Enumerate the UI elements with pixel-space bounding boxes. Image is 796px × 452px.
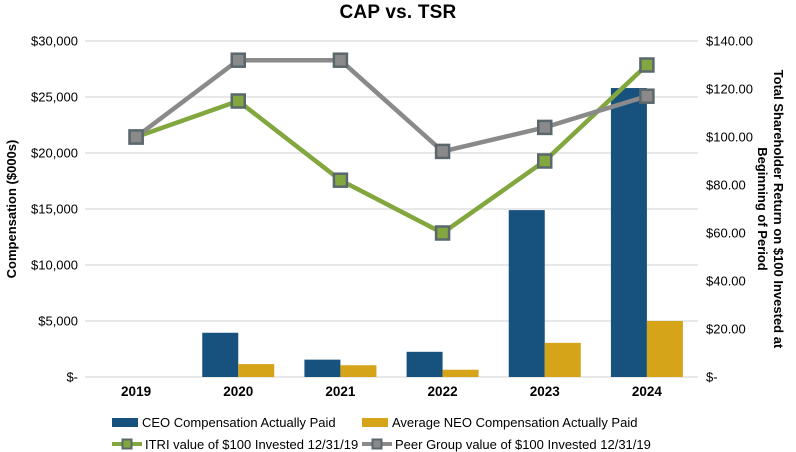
right-axis-tick: $120.00 <box>706 82 753 97</box>
legend-line-marker <box>371 438 383 450</box>
marker-peer-tsr-2020 <box>230 52 246 68</box>
legend-label-neo-cap: Average NEO Compensation Actually Paid <box>392 414 638 430</box>
right-axis-tick: $100.00 <box>706 130 753 145</box>
marker-peer-tsr-2023 <box>537 119 553 136</box>
marker-itri-tsr-2021 <box>332 172 349 188</box>
right-axis-tick: $60.00 <box>706 226 746 241</box>
marker-peer-tsr-2021 <box>332 52 349 68</box>
left-axis-tick: $- <box>66 370 78 385</box>
chart-title: CAP vs. TSR <box>339 2 457 23</box>
bar-neo-cap-2020 <box>238 364 275 377</box>
bar-neo-cap-2023 <box>544 342 581 377</box>
legend-bar-swatch-ceo-cap <box>112 417 138 427</box>
legend-item-peer-tsr: Peer Group value of $100 Invested 12/31/… <box>362 436 651 452</box>
marker-peer-tsr-2019 <box>128 129 144 145</box>
bar-neo-cap-2024 <box>646 321 683 377</box>
left-axis-tick: $20,000 <box>31 146 78 161</box>
right-axis-tick: $40.00 <box>706 274 746 289</box>
legend-item-ceo-cap: CEO Compensation Actually Paid <box>112 414 336 430</box>
bar-ceo-cap-2024 <box>610 88 647 377</box>
left-axis-tick: $5,000 <box>38 314 78 329</box>
bar-ceo-cap-2020 <box>202 332 239 377</box>
bar-neo-cap-2022 <box>442 369 479 377</box>
x-axis-label-2024: 2024 <box>632 384 663 399</box>
legend-item-neo-cap: Average NEO Compensation Actually Paid <box>362 414 638 430</box>
x-axis-label-2023: 2023 <box>530 384 561 399</box>
x-axis-label-2019: 2019 <box>121 384 151 399</box>
right-axis-tick: $140.00 <box>706 34 753 49</box>
legend-line-marker <box>121 438 133 450</box>
marker-peer-tsr-2022 <box>434 143 451 160</box>
bar-ceo-cap-2022 <box>406 351 443 377</box>
right-axis-tick: $- <box>706 370 718 385</box>
right-axis-title-line2: Beginning of Period <box>755 147 770 271</box>
right-axis-tick: $20.00 <box>706 322 746 337</box>
right-axis-title: Total Shareholder Return on $100 Investe… <box>754 29 786 389</box>
x-axis-label-2021: 2021 <box>325 384 356 399</box>
bar-ceo-cap-2023 <box>508 210 545 377</box>
legend-item-itri-tsr: ITRI value of $100 Invested 12/31/19 <box>112 436 359 452</box>
right-axis-title-line1: Total Shareholder Return on $100 Investe… <box>771 69 786 349</box>
left-axis-tick: $15,000 <box>31 202 78 217</box>
legend-label-peer-tsr: Peer Group value of $100 Invested 12/31/… <box>395 436 651 452</box>
marker-itri-tsr-2023 <box>537 153 553 169</box>
marker-peer-tsr-2024 <box>639 88 655 104</box>
marker-itri-tsr-2020 <box>230 93 246 109</box>
legend-label-ceo-cap: CEO Compensation Actually Paid <box>142 414 336 430</box>
legend-line-swatch-itri-tsr <box>112 438 142 451</box>
x-axis-label-2022: 2022 <box>428 384 458 399</box>
left-axis-title: Compensation ($000s) <box>4 139 19 279</box>
right-axis-tick: $80.00 <box>706 178 746 193</box>
left-axis-tick: $30,000 <box>31 34 78 49</box>
bar-neo-cap-2021 <box>340 365 377 377</box>
marker-itri-tsr-2022 <box>434 225 451 241</box>
left-axis-tick: $10,000 <box>31 258 78 273</box>
left-axis-tick: $25,000 <box>31 90 78 105</box>
marker-itri-tsr-2024 <box>639 57 655 73</box>
line-peer-tsr <box>134 57 648 154</box>
legend-bar-swatch-neo-cap <box>362 417 388 427</box>
legend-label-itri-tsr: ITRI value of $100 Invested 12/31/19 <box>145 436 359 452</box>
bar-ceo-cap-2021 <box>304 359 341 377</box>
legend-line-swatch-peer-tsr <box>362 438 392 451</box>
x-axis-label-2020: 2020 <box>223 384 253 399</box>
line-itri-tsr <box>135 63 649 236</box>
